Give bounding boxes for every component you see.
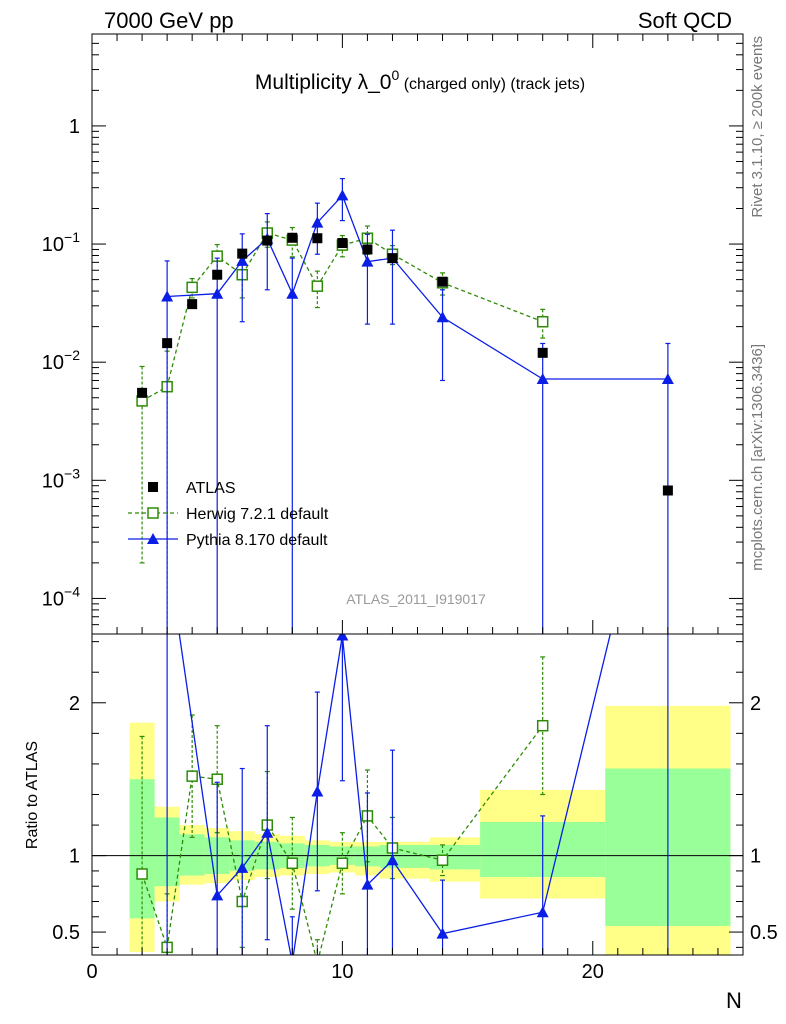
legend-label-atlas: ATLAS bbox=[186, 480, 236, 497]
atlas-point bbox=[137, 387, 148, 398]
atlas-point bbox=[362, 244, 373, 255]
pythia-ratio-point bbox=[436, 927, 449, 939]
pythia-point bbox=[536, 373, 549, 385]
ratio-y-tick-label-right: 0.5 bbox=[750, 922, 778, 944]
atlas-point bbox=[212, 269, 223, 280]
legend-label-herwig: Herwig 7.2.1 default bbox=[186, 506, 329, 523]
chart-title-main: Multiplicity λ_0 bbox=[255, 71, 392, 94]
legend-marker-pythia bbox=[147, 533, 159, 544]
ratio-layer bbox=[136, 634, 669, 968]
legend-marker-atlas bbox=[148, 482, 158, 492]
atlas-point bbox=[437, 276, 448, 287]
herwig-ratio-point bbox=[186, 770, 198, 782]
herwig-ratio-point bbox=[312, 958, 322, 968]
atlas-point bbox=[237, 248, 248, 259]
x-tick-label: 10 bbox=[331, 961, 353, 983]
legend: ATLAS Herwig 7.2.1 default Pythia 8.170 … bbox=[128, 480, 329, 549]
analysis-id: ATLAS_2011_I919017 bbox=[346, 591, 486, 607]
pythia-ratio-point bbox=[211, 889, 224, 901]
y-tick-label: 10−2 bbox=[42, 347, 80, 374]
pythia-ratio-point bbox=[336, 634, 349, 641]
pythia-ratio-point bbox=[311, 785, 324, 797]
pythia-point bbox=[336, 189, 349, 201]
pythia-point bbox=[236, 254, 249, 266]
atlas-point bbox=[287, 232, 298, 243]
x-tick-label: 0 bbox=[86, 961, 97, 983]
chart-title-sup: 0 bbox=[391, 67, 399, 83]
herwig-point bbox=[186, 281, 198, 294]
pythia-point bbox=[286, 287, 299, 299]
rivet-label: Rivet 3.1.10, ≥ 200k events bbox=[749, 36, 766, 218]
pythia-point bbox=[361, 255, 374, 267]
herwig-line bbox=[141, 232, 543, 402]
atlas-point bbox=[187, 299, 198, 310]
pythia-ratio-point bbox=[536, 906, 549, 918]
atlas-point bbox=[387, 253, 398, 264]
herwig-ratio-point bbox=[136, 868, 148, 880]
header-left: 7000 GeV pp bbox=[104, 8, 234, 33]
herwig-ratio-point bbox=[286, 857, 299, 870]
main-layer bbox=[136, 178, 674, 634]
ratio-y-tick-label-right: 1 bbox=[750, 846, 761, 868]
pythia-point bbox=[661, 373, 674, 385]
herwig-ratio-point bbox=[336, 857, 349, 870]
atlas-point bbox=[262, 235, 273, 246]
ratio-y-tick-label: 0.5 bbox=[52, 922, 80, 944]
chart-title-sub: (charged only) (track jets) bbox=[399, 76, 585, 93]
ratio-y-tick-label: 1 bbox=[69, 846, 80, 868]
pythia-ratio-point bbox=[361, 878, 374, 890]
y-tick-label: 10−3 bbox=[42, 465, 80, 492]
y-tick-label: 10−1 bbox=[42, 229, 80, 256]
mcplots-label: mcplots.cern.ch [arXiv:1306.3436] bbox=[749, 344, 766, 571]
pythia-ratio-point bbox=[386, 854, 399, 866]
ratio-bands bbox=[92, 705, 743, 955]
ratio-y-tick-label-right: 2 bbox=[750, 693, 761, 715]
pythia-line bbox=[167, 194, 668, 380]
legend-marker-herwig bbox=[147, 507, 159, 519]
atlas-point bbox=[162, 338, 173, 349]
chart-title: Multiplicity λ_00 (charged only) (track … bbox=[255, 67, 585, 94]
pythia-point bbox=[311, 216, 324, 228]
x-tick-label: 20 bbox=[582, 961, 604, 983]
ratio-y-axis-label: Ratio to ATLAS bbox=[24, 741, 41, 849]
atlas-point bbox=[337, 238, 348, 249]
ratio-band-stat bbox=[179, 834, 205, 876]
atlas-point bbox=[537, 347, 548, 358]
y-tick-label: 1 bbox=[69, 116, 80, 138]
legend-label-pythia: Pythia 8.170 default bbox=[186, 532, 328, 549]
pythia-point bbox=[161, 290, 174, 302]
x-axis-label: N bbox=[726, 988, 742, 1013]
pythia-ratio-point bbox=[261, 826, 274, 838]
axes-layer: 0 10 20 10−4 10−3 10−2 10−1 1 0.5 0.5 1 1 2 2 bbox=[42, 33, 778, 983]
pythia-point bbox=[436, 311, 449, 323]
atlas-point bbox=[662, 485, 673, 496]
herwig-ratio-point bbox=[536, 719, 549, 732]
pythia-point bbox=[211, 287, 224, 299]
herwig-point bbox=[311, 280, 324, 292]
atlas-point bbox=[312, 233, 323, 244]
pythia-ratio-point bbox=[236, 861, 249, 873]
herwig-point bbox=[536, 315, 549, 328]
ratio-y-tick-label: 2 bbox=[69, 693, 80, 715]
herwig-ratio-point bbox=[436, 854, 449, 866]
pythia-ratio-point bbox=[286, 957, 298, 968]
y-tick-label: 10−4 bbox=[42, 583, 80, 610]
header-right: Soft QCD bbox=[638, 8, 732, 33]
